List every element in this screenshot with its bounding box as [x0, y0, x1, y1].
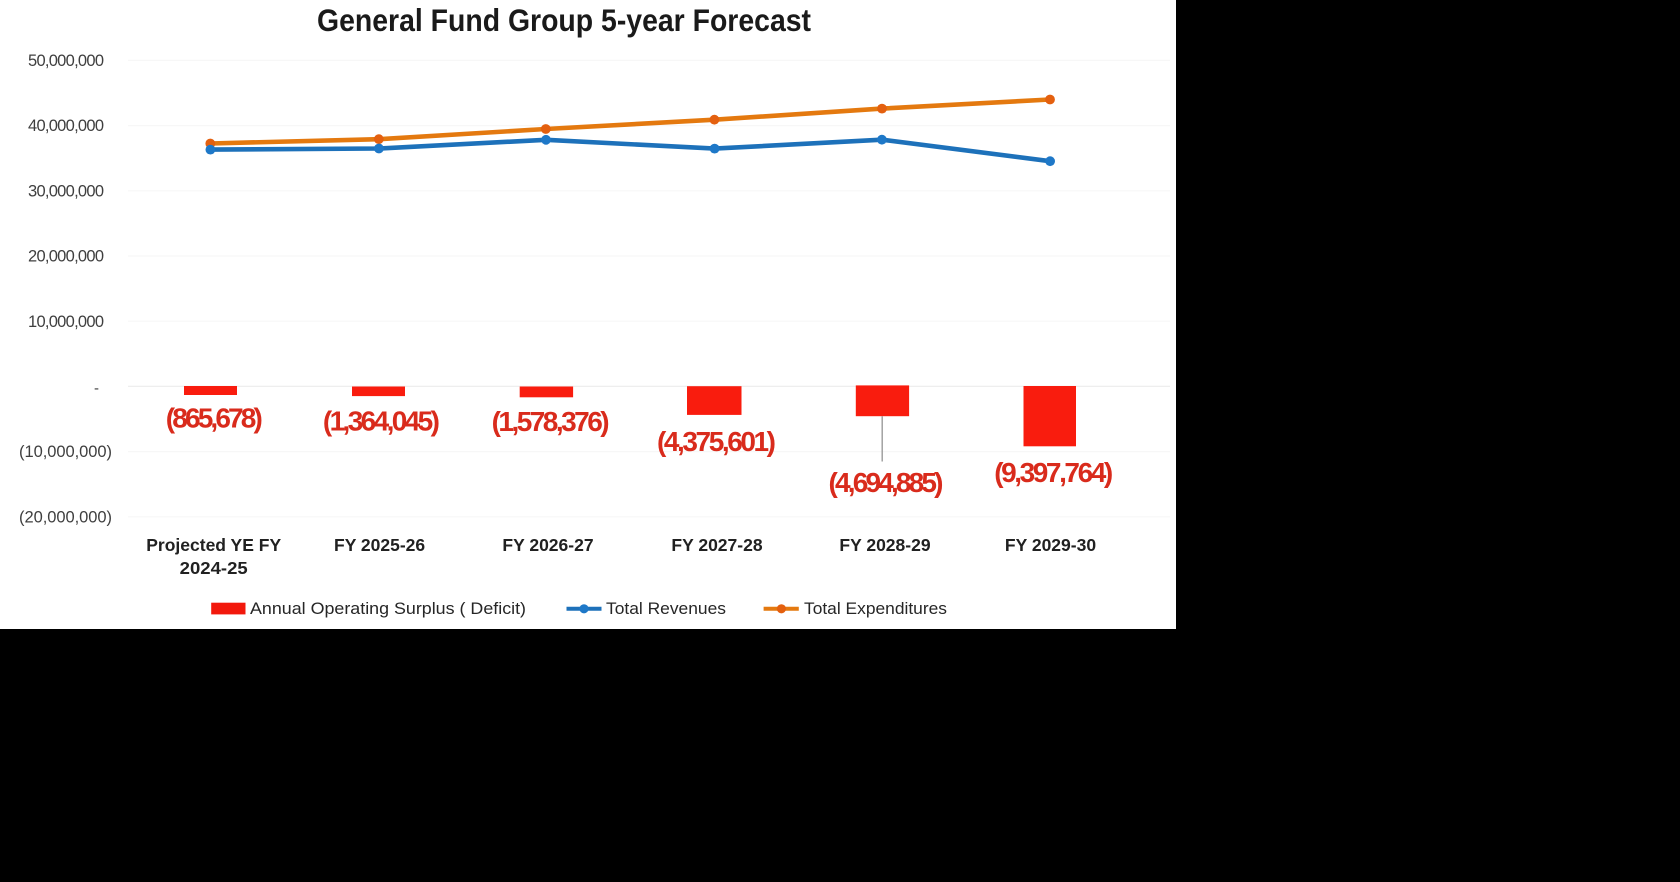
svg-text:(865,678): (865,678) [166, 403, 263, 434]
svg-text:Total Revenues: Total Revenues [606, 600, 726, 618]
svg-text:(20,000,000): (20,000,000) [19, 508, 112, 526]
svg-text:Total Expenditures: Total Expenditures [804, 600, 947, 618]
svg-text:FY 2026-27: FY 2026-27 [502, 535, 593, 555]
svg-text:20,000,000: 20,000,000 [28, 248, 104, 266]
svg-text:FY 2029-30: FY 2029-30 [1005, 535, 1096, 555]
svg-text:(1,578,376): (1,578,376) [492, 406, 610, 437]
svg-text:-: - [94, 380, 99, 397]
svg-text:(4,375,601): (4,375,601) [657, 426, 776, 457]
svg-text:(10,000,000): (10,000,000) [19, 443, 112, 461]
svg-text:(9,397,764): (9,397,764) [994, 457, 1113, 488]
svg-text:40,000,000: 40,000,000 [28, 117, 104, 135]
svg-text:50,000,000: 50,000,000 [28, 52, 104, 70]
svg-text:Annual Operating Surplus ( Def: Annual Operating Surplus ( Deficit) [250, 600, 526, 618]
svg-text:2024-25: 2024-25 [180, 558, 248, 578]
svg-text:FY 2025-26: FY 2025-26 [334, 535, 425, 555]
svg-text:General Fund Group 5-year Fore: General Fund Group 5-year Forecast [317, 2, 811, 38]
svg-text:FY 2027-28: FY 2027-28 [671, 535, 762, 555]
svg-text:30,000,000: 30,000,000 [28, 182, 104, 200]
svg-text:Projected YE FY: Projected YE FY [146, 535, 281, 555]
svg-text:(4,694,885): (4,694,885) [829, 467, 944, 498]
svg-text:10,000,000: 10,000,000 [28, 313, 104, 331]
svg-text:(1,364,045): (1,364,045) [323, 406, 440, 437]
svg-text:FY 2028-29: FY 2028-29 [839, 535, 930, 555]
